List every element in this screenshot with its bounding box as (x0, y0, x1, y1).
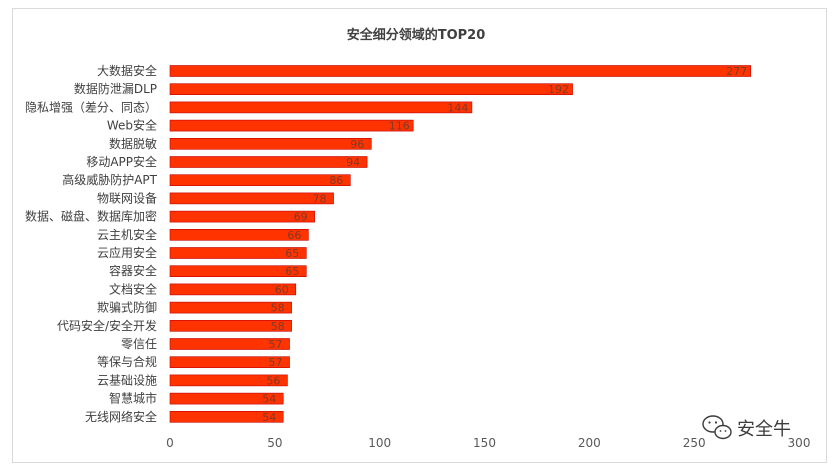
category-label: 欺骗式防御 (97, 300, 157, 315)
bar (169, 356, 290, 369)
data-label: 192 (548, 83, 569, 96)
category-label: Web安全 (107, 118, 157, 133)
data-label: 144 (447, 101, 468, 114)
x-tick-label: 300 (788, 436, 811, 450)
bar (169, 156, 368, 168)
category-label: 文档安全 (109, 281, 157, 296)
x-tick-label: 250 (683, 436, 706, 450)
watermark-text: 安全牛 (737, 419, 791, 440)
data-label: 116 (389, 120, 410, 133)
data-label: 66 (287, 229, 301, 242)
x-tick-label: 100 (368, 436, 391, 450)
category-label: 云主机安全 (97, 227, 157, 242)
bar (169, 247, 307, 259)
x-tick-label: 200 (578, 436, 601, 450)
bar (169, 265, 307, 278)
data-label: 277 (726, 65, 747, 78)
bar (169, 392, 284, 405)
bar (169, 192, 334, 205)
bar (169, 174, 351, 186)
category-label: 智慧城市 (109, 391, 157, 406)
data-label: 54 (262, 411, 276, 424)
bar (169, 301, 292, 314)
bar (169, 338, 290, 350)
data-label: 60 (275, 283, 289, 296)
data-label: 94 (346, 156, 360, 169)
bar (169, 410, 284, 423)
data-label: 58 (271, 302, 285, 315)
chart-frame: 安全细分领域的TOP20 大数据安全数据防泄漏DLP 隐私增强（差分、同态） Web… (12, 8, 827, 463)
bar (169, 83, 573, 95)
data-label: 57 (269, 338, 283, 351)
x-tick-label: 50 (267, 436, 282, 450)
category-label: 零信任 (121, 337, 157, 351)
category-label: 云应用安全 (97, 245, 157, 260)
data-label: 86 (329, 174, 343, 187)
chart-title: 安全细分领域的TOP20 (347, 27, 486, 43)
category-label: 数据、磁盘、数据库加密 (25, 209, 157, 224)
category-label: 数据脱敏 (109, 136, 157, 151)
bar (169, 119, 414, 132)
category-label: 代码安全/安全开发 (57, 318, 157, 333)
category-label: 隐私增强（差分、同态） (25, 100, 157, 114)
data-label: 65 (285, 265, 299, 278)
x-tick-label: 0 (166, 436, 174, 450)
data-label: 69 (294, 211, 308, 224)
bar (169, 138, 372, 150)
data-label: 54 (262, 393, 276, 406)
bar (169, 65, 752, 77)
bar (169, 210, 315, 223)
category-label: 云基础设施 (97, 373, 157, 387)
data-label: 65 (285, 247, 299, 260)
watermark: 安全牛 (702, 415, 791, 440)
wechat-icon (702, 415, 732, 440)
bar (169, 374, 288, 387)
category-label: 高级威胁防护APT (62, 172, 157, 187)
category-label: 无线网络安全 (85, 409, 157, 424)
x-tick-label: 150 (473, 436, 496, 450)
category-label: 等保与合规 (97, 354, 157, 369)
category-label: 移动APP安全 (86, 154, 157, 169)
data-label: 57 (269, 356, 283, 369)
category-label: 物联网设备 (97, 191, 157, 205)
data-label: 58 (271, 320, 285, 333)
bars-group (169, 65, 752, 423)
category-label: 容器安全 (109, 263, 157, 278)
x-axis-ticks: 0 50 100 150 200 250 300 (166, 436, 810, 450)
data-label: 78 (313, 192, 327, 205)
data-label: 96 (350, 138, 364, 151)
bar (169, 283, 297, 296)
data-label: 56 (266, 374, 280, 387)
bar (169, 229, 309, 241)
bar (169, 319, 292, 332)
category-label: 数据防泄漏DLP (74, 81, 157, 96)
bar (169, 101, 473, 114)
category-label: 大数据安全 (97, 63, 157, 78)
